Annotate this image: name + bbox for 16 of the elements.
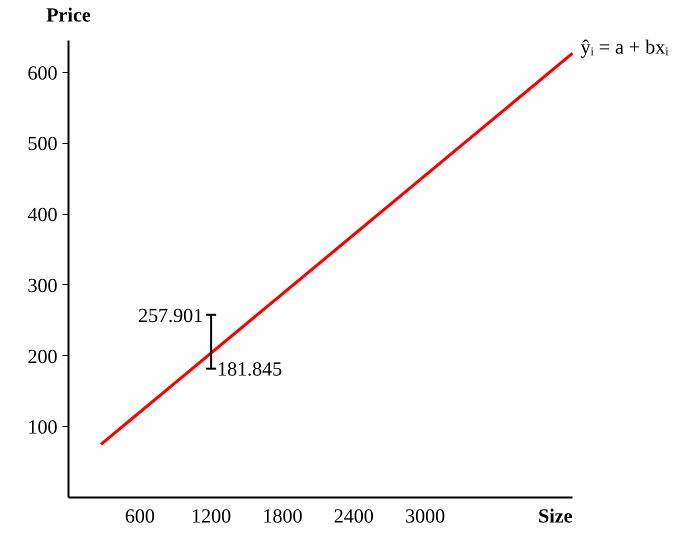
y-tick-label: 300	[28, 274, 58, 297]
x-tick-label: 1200	[191, 506, 232, 528]
y-tick-label: 100	[28, 416, 58, 439]
y-tick-label: 600	[28, 62, 58, 84]
y-tick-label: 500	[28, 133, 58, 156]
x-axis-title: Size	[538, 506, 573, 528]
y-tick-label: 400	[28, 204, 58, 226]
y-tick-label: 200	[28, 346, 58, 368]
x-tick-label: 600	[124, 506, 155, 528]
x-tick-label: 3000	[405, 506, 446, 528]
x-tick-label: 2400	[334, 506, 374, 528]
y-axis-title: Price	[46, 4, 91, 26]
annotation: 181.845	[217, 358, 282, 381]
x-tick-label: 1800	[262, 506, 302, 528]
annotation: 257.901	[138, 304, 204, 327]
series-label: ŷᵢ = a + bxᵢ	[580, 36, 670, 58]
